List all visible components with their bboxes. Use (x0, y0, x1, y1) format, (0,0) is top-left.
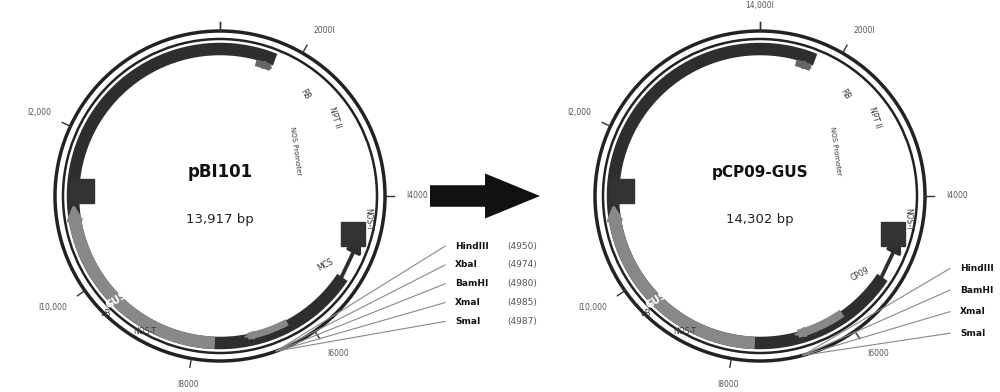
Polygon shape (430, 174, 540, 219)
Text: 2000l: 2000l (853, 25, 875, 34)
Text: l2,000: l2,000 (567, 108, 591, 117)
Text: NPT II: NPT II (867, 106, 883, 129)
Text: (4987): (4987) (507, 317, 537, 326)
Text: HindIII: HindIII (455, 242, 489, 250)
Text: NOS Promoter: NOS Promoter (289, 126, 301, 176)
Text: NPT II: NPT II (327, 106, 343, 129)
Text: NOS-T: NOS-T (903, 208, 913, 231)
Text: CP09: CP09 (849, 266, 871, 283)
Text: XmaI: XmaI (960, 307, 986, 316)
Text: HindIII: HindIII (960, 264, 994, 273)
Text: l10,000: l10,000 (38, 303, 67, 312)
Text: l4000: l4000 (406, 192, 428, 200)
Text: 14,000l: 14,000l (746, 0, 774, 9)
Text: 2000l: 2000l (313, 25, 335, 34)
Text: GUS: GUS (104, 289, 128, 310)
Bar (70, 179, 94, 203)
Text: SmaI: SmaI (960, 329, 985, 338)
Text: NOS-T: NOS-T (674, 327, 696, 336)
Text: NOS-T: NOS-T (363, 208, 373, 231)
Text: 13,917 bp: 13,917 bp (186, 213, 254, 226)
Text: RB: RB (298, 87, 312, 101)
Text: XbaI: XbaI (455, 261, 478, 269)
Text: NOS-T: NOS-T (134, 327, 157, 336)
Text: GUS: GUS (644, 289, 668, 310)
Text: MCS: MCS (316, 257, 334, 272)
Text: l10,000: l10,000 (578, 303, 607, 312)
Text: l6000: l6000 (327, 349, 349, 358)
Text: NOS Promoter: NOS Promoter (829, 126, 841, 176)
Text: l4000: l4000 (946, 192, 968, 200)
Bar (610, 179, 634, 203)
Text: pCP09-GUS: pCP09-GUS (712, 165, 808, 180)
Text: (4980): (4980) (507, 279, 537, 288)
Text: BamHI: BamHI (960, 286, 993, 294)
Text: (4974): (4974) (507, 261, 537, 269)
Text: SmaI: SmaI (455, 317, 480, 326)
Text: l2,000: l2,000 (27, 108, 51, 117)
Text: XmaI: XmaI (455, 298, 481, 307)
Text: l6000: l6000 (867, 349, 889, 358)
Bar (881, 222, 905, 246)
Text: (4950): (4950) (507, 242, 537, 250)
Bar (341, 222, 365, 246)
Text: (4985): (4985) (507, 298, 537, 307)
Text: l8000: l8000 (177, 379, 198, 388)
Text: LB: LB (640, 309, 650, 318)
Text: LB: LB (100, 309, 110, 318)
Text: BamHI: BamHI (455, 279, 488, 288)
Text: 14,302 bp: 14,302 bp (726, 213, 794, 226)
Text: RB: RB (838, 87, 852, 101)
Text: l8000: l8000 (717, 379, 738, 388)
Text: pBI101: pBI101 (187, 163, 253, 181)
